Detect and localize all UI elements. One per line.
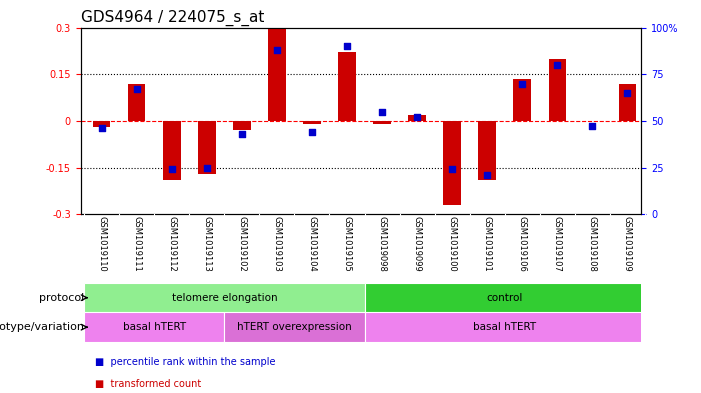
Text: GSM1019099: GSM1019099 [413, 216, 421, 272]
Text: GSM1019108: GSM1019108 [588, 216, 597, 272]
Bar [224, 312, 365, 342]
Text: genotype/variation: genotype/variation [0, 322, 84, 332]
Point [201, 164, 212, 171]
Point [96, 125, 107, 131]
Text: GSM1019111: GSM1019111 [132, 216, 141, 272]
Bar [339, 52, 356, 121]
Text: GSM1019101: GSM1019101 [483, 216, 491, 272]
Bar [93, 121, 111, 127]
Bar [374, 121, 391, 124]
Text: protocol: protocol [39, 293, 84, 303]
Text: GSM1019103: GSM1019103 [273, 216, 281, 272]
Point [341, 43, 353, 49]
Text: ■  percentile rank within the sample: ■ percentile rank within the sample [95, 358, 275, 367]
Bar [478, 121, 496, 180]
Text: ■  transformed count: ■ transformed count [95, 379, 201, 389]
Text: GSM1019105: GSM1019105 [343, 216, 351, 272]
Point [517, 80, 528, 86]
Bar [268, 29, 286, 121]
Text: control: control [486, 293, 523, 303]
Text: GSM1019100: GSM1019100 [448, 216, 456, 272]
Bar [84, 283, 365, 312]
Bar [365, 283, 645, 312]
Point [447, 166, 458, 173]
Text: basal hTERT: basal hTERT [123, 322, 186, 332]
Bar [163, 121, 181, 180]
Bar [619, 83, 637, 121]
Point [622, 90, 633, 96]
Text: GSM1019107: GSM1019107 [553, 216, 562, 272]
Bar [198, 121, 216, 174]
Text: telomere elongation: telomere elongation [172, 293, 277, 303]
Text: GSM1019113: GSM1019113 [203, 216, 211, 272]
Text: GSM1019112: GSM1019112 [168, 216, 176, 272]
Bar [549, 59, 566, 121]
Text: basal hTERT: basal hTERT [473, 322, 536, 332]
Text: GSM1019098: GSM1019098 [378, 216, 386, 272]
Point [271, 47, 283, 53]
Text: GSM1019102: GSM1019102 [238, 216, 246, 272]
Point [411, 114, 423, 120]
Bar [233, 121, 251, 130]
Bar [514, 79, 531, 121]
Point [482, 172, 493, 178]
Bar [409, 115, 426, 121]
Bar [128, 83, 146, 121]
Point [587, 123, 598, 130]
Point [306, 129, 318, 135]
Bar [303, 121, 320, 124]
Text: GSM1019110: GSM1019110 [97, 216, 106, 272]
Text: GSM1019109: GSM1019109 [623, 216, 632, 272]
Point [552, 62, 563, 68]
Text: GDS4964 / 224075_s_at: GDS4964 / 224075_s_at [81, 10, 264, 26]
Point [376, 108, 388, 115]
Text: hTERT overexpression: hTERT overexpression [237, 322, 352, 332]
Point [131, 86, 142, 92]
Bar [84, 312, 224, 342]
Text: GSM1019104: GSM1019104 [308, 216, 316, 272]
Point [166, 166, 177, 173]
Bar [365, 312, 645, 342]
Point [236, 131, 247, 137]
Bar [444, 121, 461, 205]
Text: GSM1019106: GSM1019106 [518, 216, 526, 272]
